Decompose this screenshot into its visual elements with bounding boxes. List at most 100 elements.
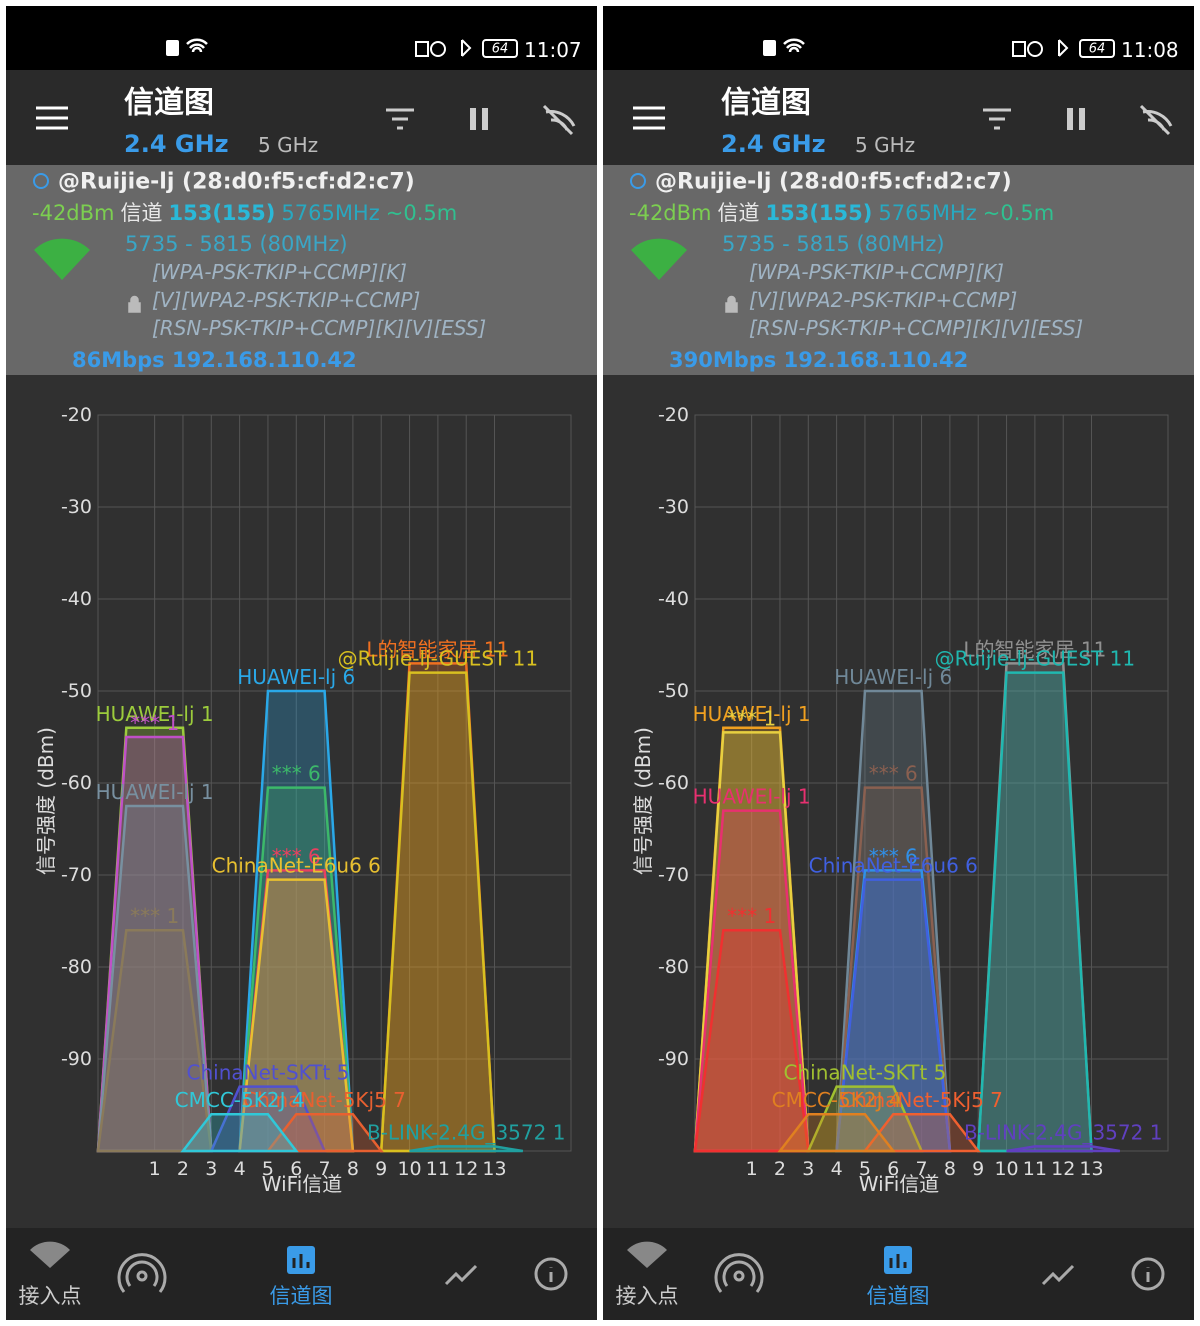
network-label: *** 6: [869, 844, 918, 868]
app-bar: [6, 70, 597, 165]
network-label: HUAWEI-lj 1: [693, 785, 811, 809]
network-curve: [96, 928, 213, 1153]
network-label: HUAWEI-lj 1: [96, 702, 214, 726]
screen-title: 信道图: [721, 86, 811, 121]
band-tab-active[interactable]: 2.4 GHz: [124, 130, 229, 158]
network-label: CMCC-5K2J 4: [772, 1088, 902, 1112]
network-label: *** 6: [869, 762, 918, 786]
connected-ssid: @Ruijie-lj (28:d0:f5:cf:d2:c7): [655, 170, 1012, 195]
link-info: 390Mbps 192.168.110.42: [669, 348, 968, 372]
x-tick-label: 8: [347, 1158, 359, 1180]
y-tick-label: -70: [658, 864, 689, 886]
capability: [RSN-PSK-TKIP+CCMP][K][V][ESS]: [749, 316, 1083, 340]
wifi-off-icon[interactable]: [542, 104, 576, 136]
battery-icon: [1079, 39, 1115, 58]
y-tick-label: -80: [658, 956, 689, 978]
x-tick-label: 13: [1079, 1158, 1103, 1180]
y-tick-label: -60: [61, 772, 92, 794]
nav-label-active[interactable]: 信道图: [270, 1284, 333, 1308]
nav-channel-icon-bars: [292, 1254, 310, 1268]
nav-info-icon[interactable]: [534, 1257, 568, 1291]
network-label: ChinaNet-SKTt 5: [784, 1061, 947, 1085]
battery-level: 64: [1089, 42, 1106, 57]
x-tick-label: 1: [149, 1158, 161, 1180]
x-tick-label: 11: [1023, 1158, 1047, 1180]
channel-label: 信道: [121, 201, 163, 225]
network-label: B-LINK-2.4G_3572 1: [367, 1120, 565, 1144]
x-tick-label: 8: [944, 1158, 956, 1180]
wifi-strength-icon: [631, 238, 687, 280]
network-label: ChinaNet-E6u6 6: [212, 854, 381, 878]
y-tick-label: -40: [61, 588, 92, 610]
nav-label-active[interactable]: 信道图: [867, 1284, 930, 1308]
nav-info-icon[interactable]: [1131, 1257, 1165, 1291]
wifi-status-icon: [186, 38, 208, 53]
distance: ~0.5m: [386, 201, 457, 225]
pause-icon[interactable]: [1067, 108, 1085, 130]
band-tab[interactable]: 5 GHz: [855, 133, 915, 157]
nav-label[interactable]: 接入点: [616, 1284, 679, 1308]
wifi-strength-icon: [34, 238, 90, 280]
nav-timegraph-icon[interactable]: [1041, 1264, 1075, 1286]
x-tick-label: 3: [205, 1158, 217, 1180]
y-tick-label: -20: [658, 404, 689, 426]
network-curve: [265, 1112, 384, 1153]
y-tick-label: -30: [658, 496, 689, 518]
app-bar: [603, 70, 1194, 165]
battery-level: 64: [492, 42, 509, 57]
capability: [WPA-PSK-TKIP+CCMP][K]: [152, 260, 407, 284]
x-tick-label: 9: [375, 1158, 387, 1180]
x-tick-label: 10: [994, 1158, 1018, 1180]
network-label: *** 6: [272, 844, 321, 868]
network-label: *** 1: [727, 706, 776, 730]
pause-icon[interactable]: [470, 108, 488, 130]
network-label: @Ruijie-lj-GUEST 11: [338, 647, 538, 671]
nav-channel-icon-bars: [889, 1254, 907, 1268]
x-tick-label: 5: [859, 1158, 871, 1180]
smiley-icon: [630, 173, 646, 189]
network-label: CMCC-5K2J 4: [175, 1088, 305, 1112]
network-label: ChinaNet-SKTt 5: [187, 1061, 350, 1085]
network-label: ChinaNet-E6u6 6: [809, 854, 978, 878]
band-tab[interactable]: 5 GHz: [258, 133, 318, 157]
channel: 153(155): [169, 201, 276, 225]
channel: 153(155): [766, 201, 873, 225]
network-curve: [693, 928, 810, 1153]
network-label: HUAWEI-lj 6: [834, 665, 952, 689]
band-tab-active[interactable]: 2.4 GHz: [721, 130, 826, 158]
status-icons: [1012, 39, 1069, 57]
lock-icon: [725, 295, 738, 313]
nav-label[interactable]: 接入点: [19, 1284, 82, 1308]
nav-radar-icon[interactable]: [117, 1253, 167, 1293]
capability: [V][WPA2-PSK-TKIP+CCMP]: [152, 288, 420, 312]
signal-level: -42dBm: [629, 201, 712, 225]
notification-icon: [763, 40, 776, 56]
nav-access-points-icon[interactable]: [627, 1241, 667, 1268]
network-curve: [777, 1112, 896, 1153]
frequency-range: 5735 - 5815 (80MHz): [722, 232, 945, 256]
signal-level: -42dBm: [32, 201, 115, 225]
network-label: @Ruijie-lj-GUEST 11: [935, 647, 1135, 671]
y-axis-title: 信号强度 (dBm): [631, 727, 655, 875]
x-tick-label: 9: [972, 1158, 984, 1180]
lock-icon: [128, 295, 141, 313]
x-tick-label: 7: [916, 1158, 928, 1180]
x-tick-label: 4: [234, 1158, 246, 1180]
wifi-off-icon[interactable]: [1139, 104, 1173, 136]
nav-radar-icon[interactable]: [714, 1253, 764, 1293]
y-tick-label: -90: [61, 1048, 92, 1070]
signal-line: -42dBm 信道 153(155) 5765MHz ~0.5m: [32, 201, 457, 225]
nav-access-points-icon[interactable]: [30, 1241, 70, 1268]
network-label: ChinaNet-5Kj5 7: [243, 1088, 406, 1112]
nav-timegraph-icon[interactable]: [444, 1264, 478, 1286]
link-info: 86Mbps 192.168.110.42: [72, 348, 357, 372]
status-icons: [415, 39, 472, 57]
network-label: HUAWEI-lj 6: [237, 665, 355, 689]
x-tick-label: 4: [831, 1158, 843, 1180]
network-label: *** 6: [272, 762, 321, 786]
frequency: 5765MHz: [281, 201, 379, 225]
y-tick-label: -50: [658, 680, 689, 702]
